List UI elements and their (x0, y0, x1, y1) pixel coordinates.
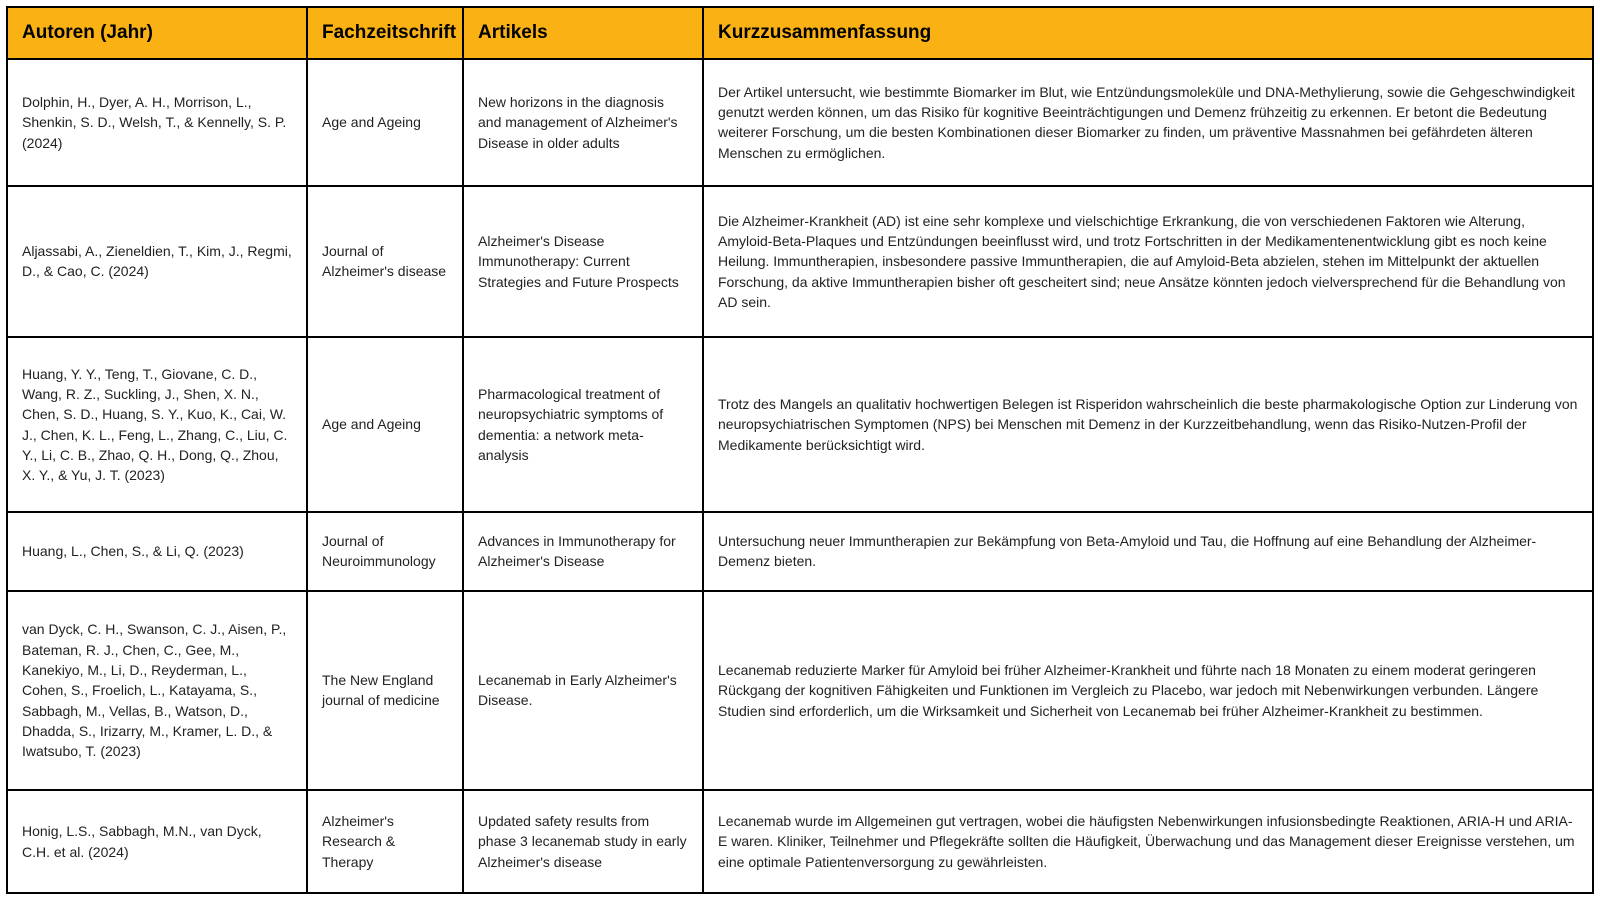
table-row: van Dyck, C. H., Swanson, C. J., Aisen, … (7, 591, 1593, 790)
cell-summary: Die Alzheimer-Krankheit (AD) ist eine se… (703, 186, 1593, 337)
cell-summary: Lecanemab reduzierte Marker für Amyloid … (703, 591, 1593, 790)
header-summary: Kurzzusammenfassung (703, 7, 1593, 59)
header-authors: Autoren (Jahr) (7, 7, 307, 59)
cell-summary: Der Artikel untersucht, wie bestimmte Bi… (703, 59, 1593, 186)
header-row: Autoren (Jahr) Fachzeitschrift Artikels … (7, 7, 1593, 59)
cell-authors: Aljassabi, A., Zieneldien, T., Kim, J., … (7, 186, 307, 337)
cell-journal: The New England journal of medicine (307, 591, 463, 790)
table-row: Aljassabi, A., Zieneldien, T., Kim, J., … (7, 186, 1593, 337)
cell-summary: Lecanemab wurde im Allgemeinen gut vertr… (703, 790, 1593, 893)
table-row: Huang, L., Chen, S., & Li, Q. (2023) Jou… (7, 512, 1593, 591)
cell-authors: Honig, L.S., Sabbagh, M.N., van Dyck, C.… (7, 790, 307, 893)
cell-article: New horizons in the diagnosis and manage… (463, 59, 703, 186)
cell-article: Lecanemab in Early Alzheimer's Disease. (463, 591, 703, 790)
cell-authors: Dolphin, H., Dyer, A. H., Morrison, L., … (7, 59, 307, 186)
table-header: Autoren (Jahr) Fachzeitschrift Artikels … (7, 7, 1593, 59)
cell-article: Pharmacological treatment of neuropsychi… (463, 337, 703, 512)
cell-authors: Huang, L., Chen, S., & Li, Q. (2023) (7, 512, 307, 591)
table-row: Honig, L.S., Sabbagh, M.N., van Dyck, C.… (7, 790, 1593, 893)
table-row: Huang, Y. Y., Teng, T., Giovane, C. D., … (7, 337, 1593, 512)
cell-journal: Alzheimer's Research & Therapy (307, 790, 463, 893)
table-row: Dolphin, H., Dyer, A. H., Morrison, L., … (7, 59, 1593, 186)
cell-summary: Untersuchung neuer Immuntherapien zur Be… (703, 512, 1593, 591)
cell-authors: van Dyck, C. H., Swanson, C. J., Aisen, … (7, 591, 307, 790)
cell-summary: Trotz des Mangels an qualitativ hochwert… (703, 337, 1593, 512)
cell-article: Updated safety results from phase 3 leca… (463, 790, 703, 893)
header-article: Artikels (463, 7, 703, 59)
cell-journal: Age and Ageing (307, 59, 463, 186)
table-body: Dolphin, H., Dyer, A. H., Morrison, L., … (7, 59, 1593, 893)
cell-journal: Age and Ageing (307, 337, 463, 512)
cell-journal: Journal of Alzheimer's disease (307, 186, 463, 337)
cell-article: Advances in Immunotherapy for Alzheimer'… (463, 512, 703, 591)
cell-authors: Huang, Y. Y., Teng, T., Giovane, C. D., … (7, 337, 307, 512)
header-journal: Fachzeitschrift (307, 7, 463, 59)
literature-table: Autoren (Jahr) Fachzeitschrift Artikels … (6, 6, 1594, 894)
cell-article: Alzheimer's Disease Immunotherapy: Curre… (463, 186, 703, 337)
cell-journal: Journal of Neuroimmunology (307, 512, 463, 591)
